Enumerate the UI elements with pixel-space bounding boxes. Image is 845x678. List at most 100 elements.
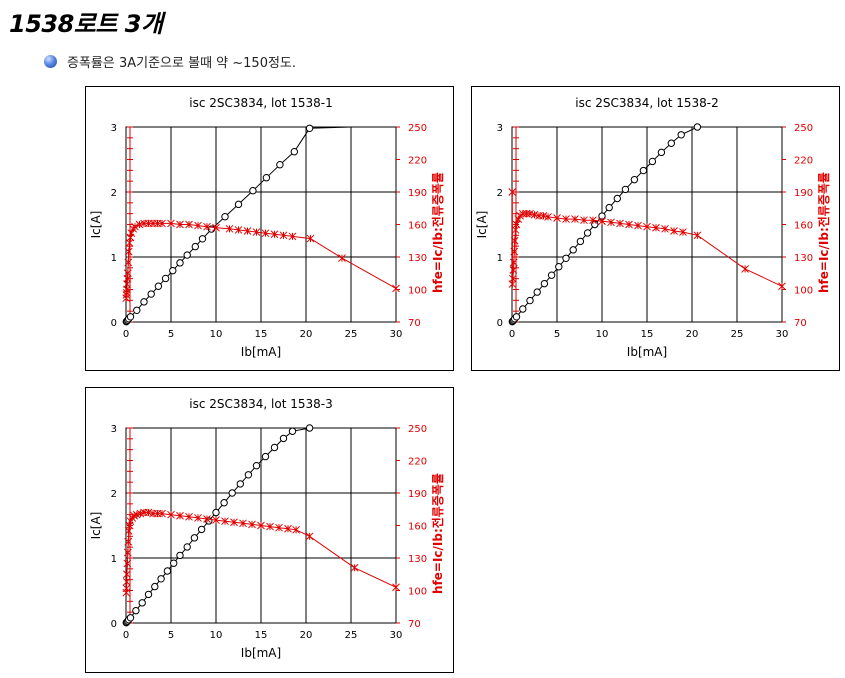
hfe-data-point: [124, 537, 133, 546]
hfe-data-point: [598, 217, 606, 226]
hfe-data-point: [212, 516, 220, 524]
hfe-data-point: [144, 508, 153, 517]
hfe-data-point: [234, 226, 243, 234]
hfe-data-point: [203, 222, 211, 231]
y2-tick-label: 70: [408, 318, 421, 329]
y2-axis-label: hfe=Ic/Ib:전류증폭률: [816, 172, 831, 293]
hfe-data-point: [167, 510, 175, 519]
y2-tick-label: 190: [794, 188, 813, 199]
ic-data-point: [540, 279, 549, 288]
y2-tick-label: 250: [408, 424, 427, 435]
ic-data-point: [198, 235, 207, 243]
hfe-data-point: [212, 223, 220, 232]
y2-tick-label: 100: [408, 286, 427, 297]
ic-data-point: [261, 452, 270, 461]
y2-tick-label: 190: [408, 489, 427, 500]
ic-data-point: [519, 305, 527, 313]
ic-data-point: [132, 606, 140, 615]
ic-data-point: [657, 148, 666, 157]
y-tick-label: 1: [497, 253, 503, 264]
ic-data-point: [220, 499, 228, 507]
x-axis-label: Ib[mA]: [241, 646, 281, 660]
y2-tick-label: 250: [794, 123, 813, 134]
hfe-data-point: [194, 514, 202, 522]
summary-bullet: 증폭률은 3A기준으로 볼때 약 ~150정도.: [44, 52, 296, 71]
hfe-data-point: [275, 523, 283, 532]
hfe-data-point: [292, 525, 300, 534]
ic-data-point: [144, 590, 153, 599]
ic-data-point: [630, 175, 639, 184]
y2-tick-label: 220: [408, 457, 427, 468]
hfe-data-point: [522, 209, 531, 218]
hfe-data-point: [176, 220, 184, 229]
hfe-data-point: [123, 559, 132, 568]
ic-data-point: [176, 551, 184, 560]
y2-axis-label: hfe=Ic/Ib:전류증폭률: [430, 473, 445, 594]
x-tick-label: 15: [641, 329, 654, 340]
ic-data-point: [270, 443, 279, 452]
y-tick-label: 2: [111, 188, 117, 199]
hfe-data-point: [509, 258, 518, 267]
ic-data-point: [151, 582, 159, 591]
hfe-data-point: [661, 224, 669, 233]
page-title: 1538로트 3개: [9, 10, 163, 38]
hfe-data-point: [509, 266, 518, 274]
summary-text: 증폭률은 3A기준으로 볼때 약 ~150정도.: [67, 56, 297, 71]
y-tick-label: 0: [111, 318, 117, 329]
hfe-data-point: [530, 210, 539, 219]
hfe-data-point: [185, 220, 193, 229]
ic-data-point: [183, 251, 191, 259]
y-axis-label: Ic[A]: [475, 211, 489, 239]
ic-data-point: [305, 424, 314, 432]
hfe-data-point: [392, 284, 400, 293]
y2-tick-label: 220: [794, 156, 813, 167]
ic-data-point: [279, 434, 288, 443]
x-tick-label: 0: [509, 329, 515, 340]
hfe-data-point: [607, 218, 615, 227]
ic-data-point: [569, 246, 577, 254]
y2-tick-label: 190: [408, 188, 427, 199]
y2-tick-label: 130: [794, 253, 813, 264]
y-tick-label: 2: [111, 489, 117, 500]
hfe-data-point: [679, 228, 687, 236]
hfe-data-point: [167, 219, 175, 228]
hfe-data-point: [131, 222, 139, 231]
hfe-data-point: [643, 222, 651, 231]
chart-lot-1538-3: isc 2SC3834, lot 1538-3 0 5 10 15 20 25 30 0 1 2 3 7…: [85, 387, 454, 673]
x-tick-label: 20: [300, 329, 313, 340]
plot-grid: [125, 126, 397, 323]
x-tick-label: 15: [255, 630, 268, 641]
ic-data-point: [169, 266, 177, 275]
hfe-data-point: [122, 584, 131, 593]
ic-data-point: [562, 254, 570, 263]
hfe-data-point: [135, 220, 144, 229]
ic-data-point: [555, 263, 563, 271]
ic-data-point: [693, 123, 702, 131]
hfe-data-point: [589, 216, 597, 225]
hfe-data-point: [518, 209, 527, 218]
x-tick-label: 0: [123, 630, 129, 641]
hfe-data-point: [243, 227, 252, 235]
y-tick-label: 3: [111, 123, 117, 134]
y-tick-label: 3: [497, 123, 503, 134]
hfe-data-point: [778, 282, 786, 291]
hfe-data-point: [553, 214, 561, 222]
ic-data-point: [176, 259, 184, 267]
ic-data-point: [276, 161, 284, 169]
hfe-data-point: [270, 230, 279, 239]
hfe-data-point: [652, 223, 660, 232]
chart-title: isc 2SC3834, lot 1538-1: [189, 96, 333, 110]
hfe-data-point: [693, 231, 702, 240]
x-tick-label: 5: [554, 329, 560, 340]
chart-lot-1538-3-canvas: isc 2SC3834, lot 1538-3 0 5 10 15 20 25 30 0 1 2 3 7…: [89, 397, 445, 660]
hfe-data-point: [122, 577, 131, 586]
ic-data-point: [228, 489, 236, 497]
ic-data-point: [154, 282, 163, 290]
hfe-data-point: [288, 232, 297, 241]
x-tick-label: 10: [210, 630, 223, 641]
hfe-data-point: [580, 216, 588, 225]
chart-lot-1538-1: isc 2SC3834, lot 1538-1 0 5 10 15 20 25 30 0 1 2 3 7…: [85, 86, 454, 371]
ic-data-point: [197, 525, 206, 534]
hfe-data-point: [512, 220, 521, 229]
hfe-data-point: [392, 583, 400, 592]
